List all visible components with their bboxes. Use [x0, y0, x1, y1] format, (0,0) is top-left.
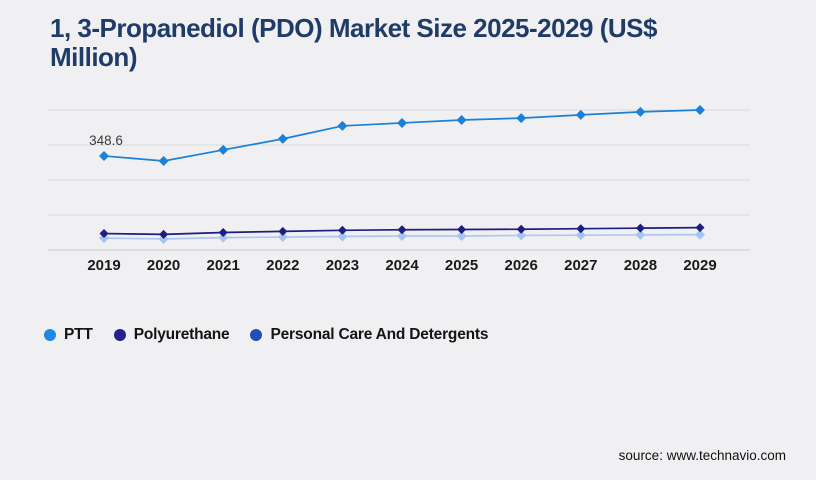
data-point-marker-personal-care-and-detergents: [575, 230, 586, 241]
x-axis-label: 2027: [564, 257, 597, 274]
data-point-marker-ptt: [397, 117, 407, 128]
x-axis-label: 2020: [147, 257, 180, 274]
legend-item-personal-care: Personal Care And Detergents: [250, 326, 488, 344]
data-point-marker-polyurethane: [397, 225, 407, 235]
data-point-marker-ptt: [218, 144, 229, 155]
data-point-marker-polyurethane: [695, 223, 705, 233]
data-point-marker-polyurethane: [635, 223, 645, 233]
x-axis-label: 2019: [87, 257, 120, 274]
data-point-marker-polyurethane: [337, 225, 347, 235]
data-point-marker-ptt: [516, 113, 527, 124]
x-axis-label: 2028: [624, 257, 657, 274]
data-point-marker-personal-care-and-detergents: [397, 230, 407, 241]
data-point-marker-ptt: [277, 133, 288, 144]
data-point-marker-personal-care-and-detergents: [516, 230, 527, 241]
data-point-marker-personal-care-and-detergents: [99, 233, 109, 244]
legend-item-polyurethane: Polyurethane: [113, 326, 230, 344]
x-axis-label: 2029: [683, 257, 716, 274]
data-point-marker-ptt: [99, 150, 109, 161]
chart-title: 1, 3-Propanediol (PDO) Market Size 2025-…: [50, 13, 657, 73]
data-point-marker-personal-care-and-detergents: [218, 232, 229, 243]
data-point-marker-polyurethane: [457, 224, 467, 234]
data-point-marker-personal-care-and-detergents: [158, 233, 169, 244]
data-point-marker-polyurethane: [278, 226, 288, 236]
data-point-marker-ptt: [575, 109, 586, 120]
data-point-marker-personal-care-and-detergents: [695, 229, 705, 240]
legend-dot-ptt-icon: [44, 329, 56, 341]
legend-label: PTT: [64, 326, 93, 343]
legend: PTT Polyurethane Personal Care And Deter…: [44, 326, 488, 344]
source-text: source: www.technavio.com: [618, 448, 786, 463]
data-point-marker-polyurethane: [99, 229, 109, 239]
data-point-marker-ptt: [158, 155, 169, 166]
legend-item-ptt: PTT: [44, 326, 93, 344]
legend-dot-personal-care-icon: [250, 329, 263, 341]
data-point-marker-personal-care-and-detergents: [337, 231, 348, 242]
x-axis-label: 2026: [505, 257, 538, 274]
data-point-marker-polyurethane: [516, 224, 526, 234]
data-point-marker-ptt: [635, 106, 646, 117]
data-point-label: 348.6: [89, 133, 123, 148]
series-line-ptt: [103, 109, 701, 162]
data-point-marker-polyurethane: [159, 229, 169, 239]
legend-dot-polyurethane-icon: [113, 329, 126, 341]
x-axis-label: 2021: [207, 257, 240, 274]
data-point-marker-personal-care-and-detergents: [277, 232, 288, 243]
x-axis-label: 2024: [385, 257, 419, 274]
data-point-marker-ptt: [337, 120, 348, 131]
x-axis-label: 2023: [326, 257, 359, 274]
data-point-marker-personal-care-and-detergents: [456, 230, 467, 241]
legend-label: Polyurethane: [133, 326, 230, 343]
legend-label: Personal Care And Detergents: [270, 326, 489, 343]
data-point-marker-ptt: [456, 114, 467, 125]
data-point-marker-personal-care-and-detergents: [635, 229, 646, 240]
x-axis-label: 2022: [266, 257, 299, 274]
x-axis-label: 2025: [445, 257, 478, 274]
data-point-marker-ptt: [695, 105, 705, 115]
data-point-marker-polyurethane: [218, 227, 228, 237]
data-point-marker-polyurethane: [576, 224, 586, 234]
